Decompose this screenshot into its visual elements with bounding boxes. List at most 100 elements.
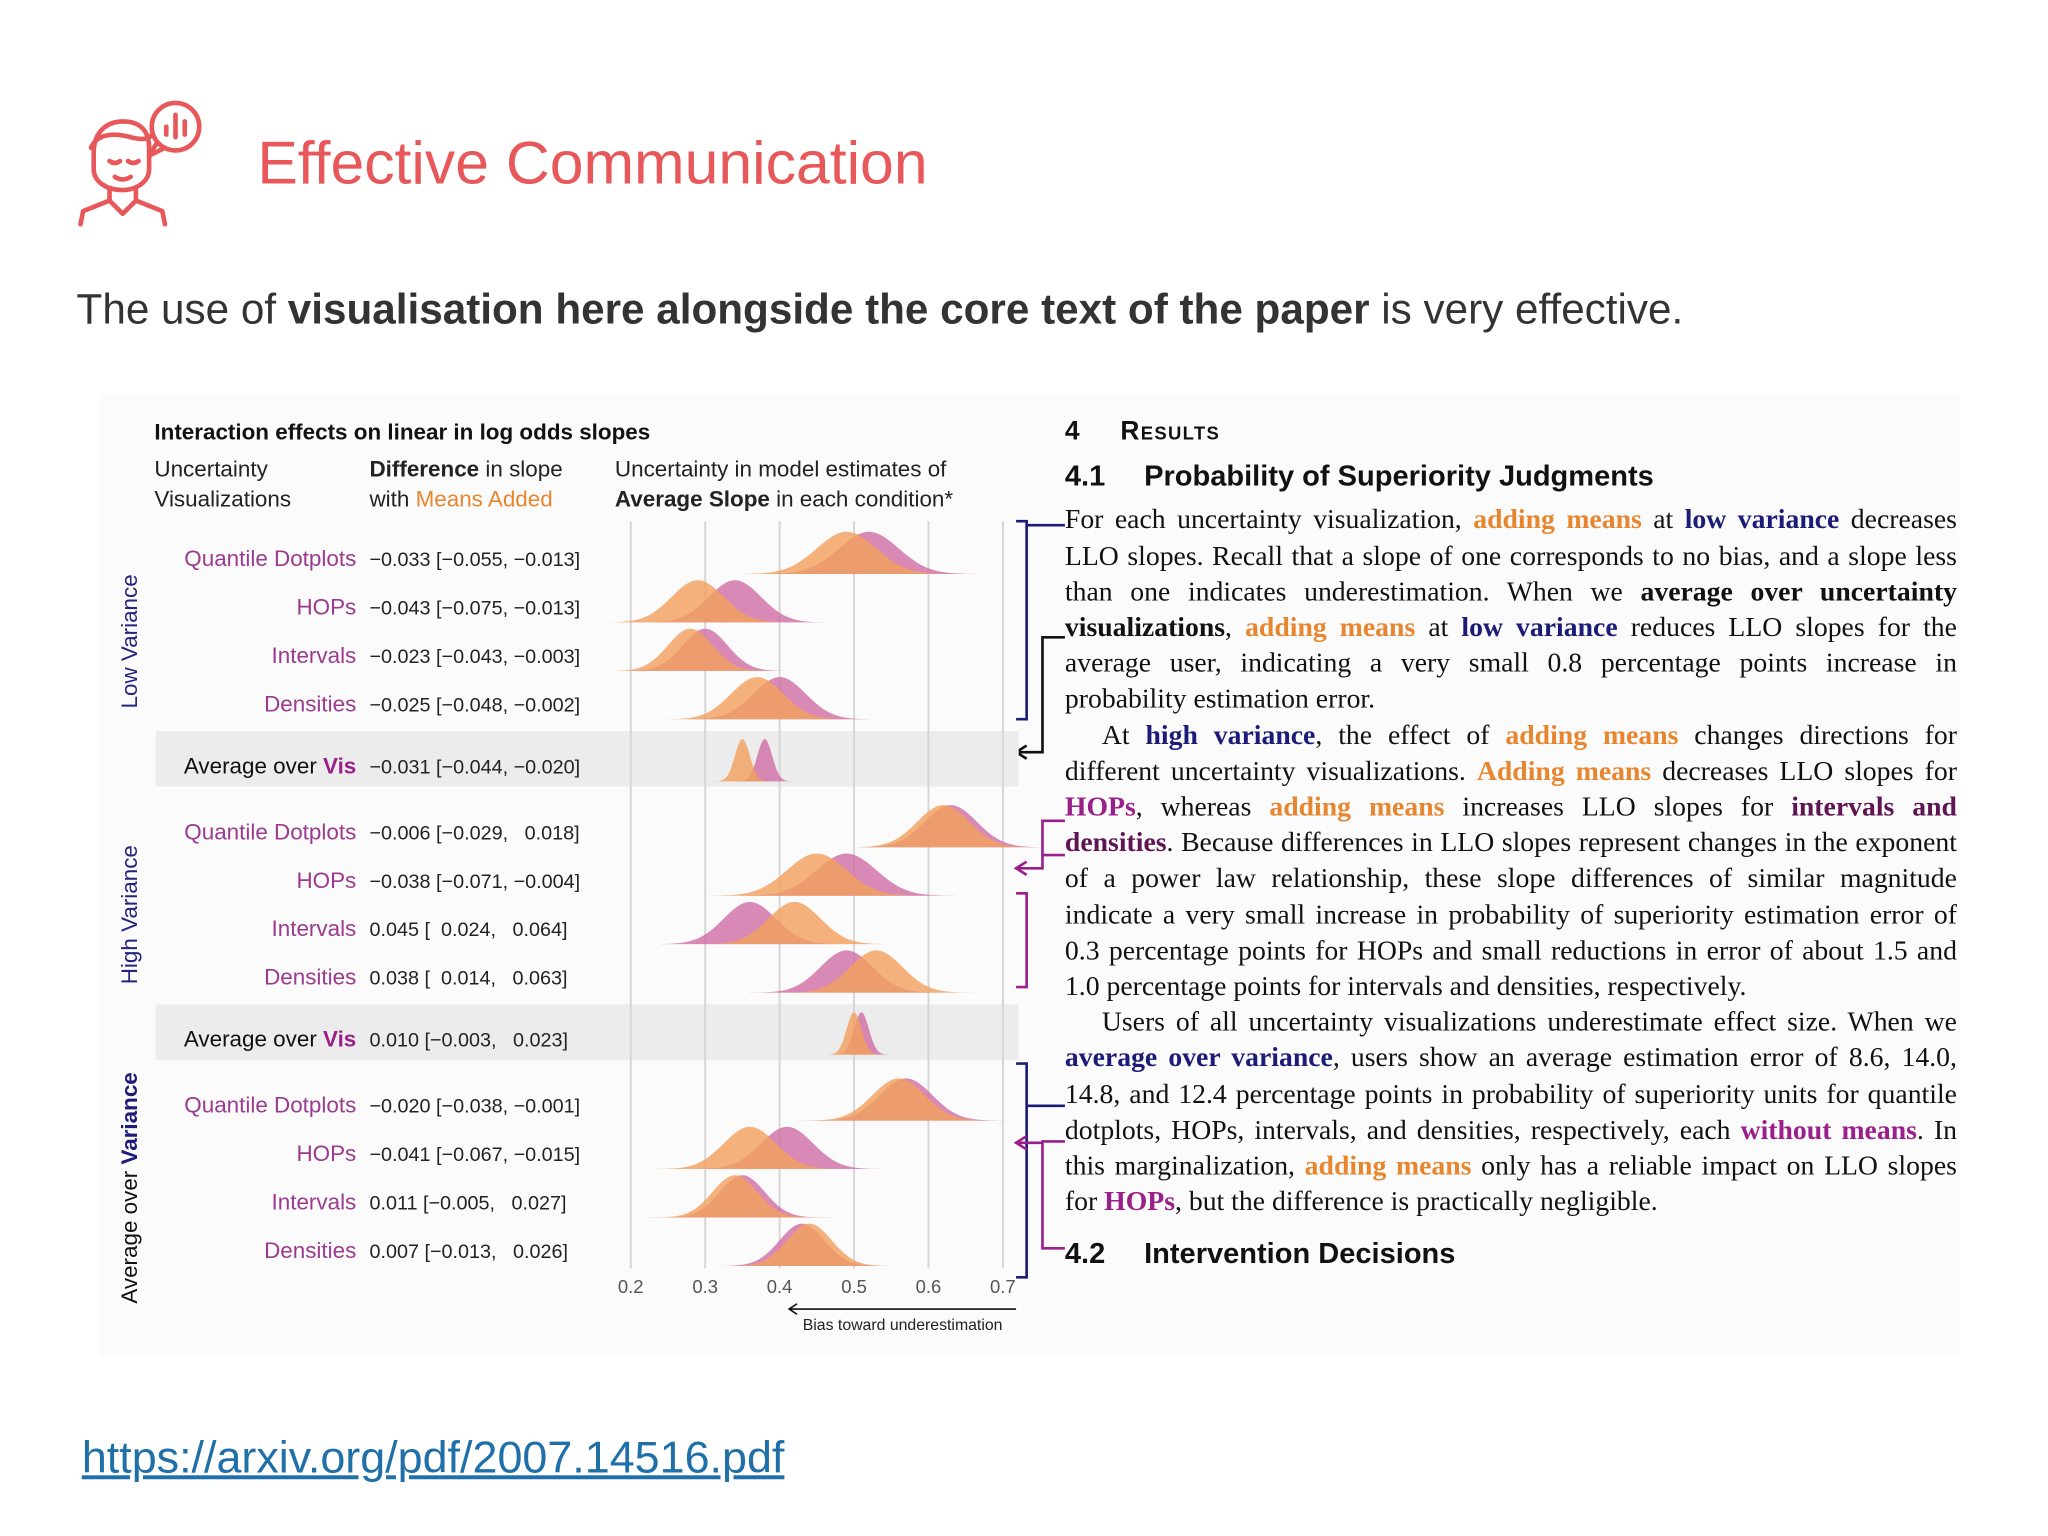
row-label: Intervals (272, 643, 357, 668)
density-ridge (772, 950, 981, 993)
text-segment: Average over (184, 1027, 323, 1052)
slide-title: Effective Communication (257, 128, 928, 197)
text-segment: visualisation here alongside the core te… (287, 285, 1370, 333)
text-segment: For each uncertainty visualization, (1064, 503, 1474, 535)
row-label: Densities (264, 965, 356, 990)
difference-estimate: −0.038 [−0.071, −0.004] (369, 871, 580, 893)
section-heading: 4.1 Probability of Superiority Judgments (1065, 458, 1957, 494)
density-ridge (734, 739, 795, 782)
difference-estimate: −0.033 [−0.055, −0.013] (369, 549, 580, 571)
row-label: HOPs (296, 868, 356, 893)
text-segment: Difference (369, 456, 479, 481)
average-band (155, 731, 1019, 787)
text-segment: decreases LLO slopes for (1651, 754, 1957, 787)
density-ridge (794, 1078, 1003, 1121)
figure-title: Interaction effects on linear in log odd… (154, 419, 650, 444)
density-ridge (645, 901, 855, 945)
x-tick-label: 0.5 (841, 1276, 867, 1297)
density-ridge (727, 531, 966, 575)
x-tick-label: 0.4 (767, 1276, 793, 1297)
density-ridge (720, 1223, 899, 1266)
row-label: Densities (264, 691, 356, 716)
column-header: Uncertainty (154, 456, 268, 481)
text-segment: Uncertainty (154, 456, 268, 481)
intro-text: The use of visualisation here alongside … (77, 285, 1684, 334)
text-segment: adding means (1304, 1149, 1472, 1182)
difference-estimate: 0.038 [ 0.014, 0.063] (369, 968, 567, 990)
group-label: Low Variance (117, 574, 142, 708)
group-label: High Variance (117, 845, 142, 984)
x-tick-label: 0.7 (990, 1276, 1016, 1297)
text-segment: reduces LLO slopes for the average user,… (1064, 610, 1957, 715)
difference-estimate: −0.031 [−0.044, −0.020] (369, 756, 580, 778)
density-ridge (682, 1126, 892, 1170)
text-segment: Low Variance (117, 574, 142, 708)
difference-estimate: 0.007 [−0.013, 0.026] (369, 1241, 568, 1263)
density-ridge (712, 739, 773, 782)
text-segment: only has a reliable impact on LLO slopes… (1064, 1149, 1957, 1218)
paragraph: For each uncertainty visualization, addi… (1065, 502, 1957, 717)
difference-estimate: −0.025 [−0.048, −0.002] (369, 694, 580, 716)
difference-estimate: 0.010 [−0.003, 0.023] (369, 1030, 568, 1052)
row-label: Intervals (272, 916, 357, 941)
section-title: Results (1120, 416, 1221, 447)
source-link[interactable]: https://arxiv.org/pdf/2007.14516.pdf (81, 1433, 785, 1484)
row-label: HOPs (296, 595, 356, 620)
section-number: 4.2 (1064, 1237, 1106, 1271)
density-ridge (690, 901, 899, 945)
x-tick-label: 0.2 (618, 1276, 644, 1297)
difference-estimate: 0.045 [ 0.024, 0.064] (369, 919, 567, 941)
text-segment: low variance (1461, 610, 1618, 643)
group-label: Average over Variance (117, 1072, 142, 1303)
paper-excerpt: 4 Results 4.1 Probability of Superiority Ju… (1065, 412, 1957, 1357)
row-label: Densities (264, 1238, 356, 1263)
figure-background (98, 393, 1960, 1357)
text-segment: Average Slope (615, 487, 770, 512)
text-segment: , whereas (1135, 790, 1270, 823)
column-header: Average Slope in each condition* (615, 487, 953, 512)
text-segment: is very effective. (1369, 285, 1684, 333)
text-segment: adding means (1473, 503, 1642, 535)
text-segment: in slope (479, 456, 563, 481)
text-segment: at (1641, 503, 1685, 535)
text-segment: Variance (117, 1072, 142, 1164)
section-number: 4.1 (1064, 459, 1106, 493)
communication-icon (78, 100, 202, 227)
column-header: with Means Added (368, 487, 552, 512)
text-segment: high variance (1145, 718, 1316, 751)
paragraph: At high variance, the effect of adding m… (1065, 717, 1957, 1004)
text-segment: Users of all uncertainty visualizations … (1101, 1005, 1957, 1038)
difference-estimate: −0.043 [−0.075, −0.013] (369, 598, 580, 620)
density-ridge (645, 1126, 855, 1170)
density-ridge (697, 853, 936, 896)
text-segment: average over variance (1064, 1041, 1333, 1074)
row-label: Average over Vis (184, 1027, 356, 1052)
text-segment: Vis (323, 1027, 356, 1052)
text-segment: , but the difference is practically negl… (1174, 1185, 1658, 1218)
column-header: Visualizations (154, 487, 291, 512)
section-title: Probability of Superiority Judgments (1144, 459, 1654, 493)
difference-estimate: −0.041 [−0.067, −0.015] (369, 1144, 580, 1166)
text-segment: Average over (184, 753, 323, 778)
row-label: HOPs (296, 1141, 356, 1166)
text-segment: HOPs (1064, 790, 1136, 823)
text-segment: in each condition* (770, 487, 954, 512)
section-heading: 4 Results (1065, 414, 1957, 450)
row-label: Average over Vis (184, 753, 356, 778)
difference-estimate: −0.020 [−0.038, −0.001] (369, 1096, 580, 1118)
brackets (787, 519, 1065, 1315)
section-title: Intervention Decisions (1144, 1237, 1456, 1271)
density-ridge (600, 628, 780, 671)
density-ridge (653, 677, 862, 720)
text-segment: adding means (1505, 718, 1679, 751)
text-segment: . In this marginalization, (1064, 1113, 1957, 1182)
text-segment: adding means (1269, 790, 1445, 823)
density-ridge (824, 1012, 884, 1055)
x-caption: Bias toward underestimation (803, 1317, 1003, 1334)
x-tick-label: 0.3 (692, 1276, 718, 1297)
text-segment: decreases LLO slopes. Recall that a slop… (1064, 503, 1957, 607)
text-segment: The use of (76, 285, 288, 333)
